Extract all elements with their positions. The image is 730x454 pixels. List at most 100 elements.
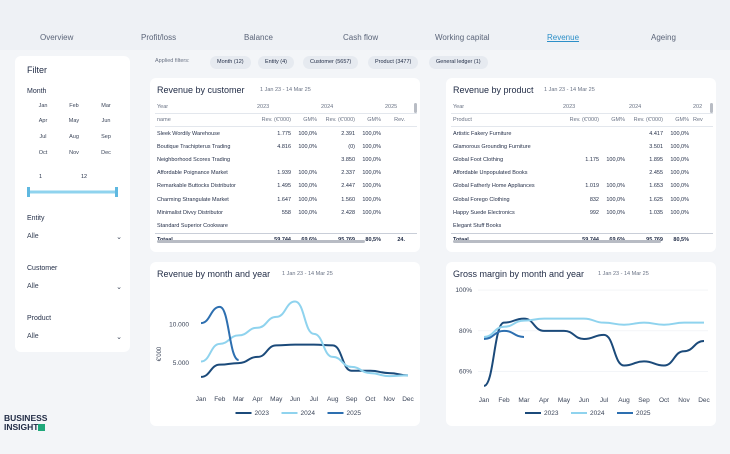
column-gm-2023[interactable]: GM% [601,113,627,127]
filter-chip-product[interactable]: Product (3477) [368,56,419,69]
table-cell: 3.850 [341,156,355,163]
table-row[interactable]: Minimalist Divvy Distributor 558 100,0% 2.4… [155,206,417,219]
customer-label: Customer [27,265,58,272]
month-sep[interactable]: Sep [101,134,111,140]
product-select[interactable]: Alle ⌄ [27,333,122,347]
y-tick-label: 100% [455,287,472,294]
filter-chip-customer[interactable]: Customer (5657) [303,56,359,69]
month-oct[interactable]: Oct [38,150,48,156]
series-line-2023[interactable] [483,317,705,387]
y-tick-label: 10.000 [169,322,189,329]
year-2024: 2024 [627,101,665,114]
table-cell [383,127,407,141]
table-cell: 3.501 [649,143,663,150]
vertical-scrollbar[interactable] [414,103,417,113]
table-cell: 100,0% [298,170,317,177]
total-cell: 80,5% [357,232,383,247]
series-line-2023[interactable] [200,343,409,378]
month-range-slider[interactable] [27,186,119,198]
table-row[interactable]: Global Forego Clothing 832 100,0% 1.625 100,… [451,193,713,206]
tab-ageing[interactable]: Ageing [651,33,676,42]
table-cell: Global Fatherly Home Appliances [453,183,535,190]
month-jul[interactable]: Jul [39,134,47,140]
table-column-row: name Rev. (€'000) GM% Rev. (€'000) GM% R… [155,113,417,127]
column-rev-2023[interactable]: Rev. (€'000) [561,113,601,127]
table-cell: (0) [348,143,355,150]
month-mar[interactable]: Mar [101,103,111,109]
filter-chip-month[interactable]: Month (12) [210,56,251,69]
table-row[interactable]: Affordable Unpopulated Books 2.455 100,0% [451,167,713,180]
slider-handle-max[interactable] [115,187,118,197]
customer-select[interactable]: Alle ⌄ [27,283,122,297]
column-rev-2024[interactable]: Rev. (€'000) [319,113,357,127]
table-row[interactable]: Standard Superior Cookware [155,219,417,233]
legend-label[interactable]: 2025 [347,410,362,417]
filter-chip-general-ledger[interactable]: General ledger (1) [429,56,488,69]
month-may[interactable]: May [68,118,80,124]
table-cell [691,180,713,193]
tab-working-capital[interactable]: Working capital [435,33,490,42]
table-row[interactable]: Glamorous Grounding Furniture 3.501 100,0% [451,140,713,153]
table-cell: 1.653 [649,183,663,190]
chevron-down-icon: ⌄ [116,234,122,241]
year-2023: 2023 [255,101,293,114]
x-tick-label: Sep [346,396,358,403]
table-row[interactable]: Artistic Fakery Furniture 4.417 100,0% [451,127,713,141]
legend-label[interactable]: 2024 [590,410,605,417]
column-rev-2024[interactable]: Rev. (€'000) [627,113,665,127]
table-row[interactable]: Affordable Poignance Market 1.939 100,0% 2.… [155,167,417,180]
vertical-scrollbar[interactable] [710,103,713,113]
legend-label[interactable]: 2023 [544,410,559,417]
table-row[interactable]: Remarkable Buttocks Distributor 1.495 100,… [155,180,417,193]
month-nov[interactable]: Nov [69,150,79,156]
table-cell [383,219,407,233]
horizontal-scrollbar[interactable] [453,240,661,243]
table-row[interactable]: Global Foot Clothing 1.175 100,0% 1.895 100,… [451,153,713,166]
slider-handle-min[interactable] [27,187,30,197]
table-row[interactable]: Elegant Stuff Books [451,219,713,233]
table-row[interactable]: Global Fatherly Home Appliances 1.019 100,… [451,180,713,193]
month-dec[interactable]: Dec [101,150,111,156]
tab-overview[interactable]: Overview [40,33,74,42]
tab-balance[interactable]: Balance [244,33,273,42]
series-line-2025[interactable] [200,305,240,361]
series-line-2024[interactable] [200,300,409,378]
table-row[interactable]: Charming Strangulate Market 1.647 100,0% 1.… [155,193,417,206]
entity-select[interactable]: Alle ⌄ [27,233,122,247]
legend-label[interactable]: 2023 [255,410,270,417]
customer-select-value: Alle [27,283,39,290]
month-jun[interactable]: Jun [101,118,111,124]
table-row[interactable]: Happy Suede Electronics 992 100,0% 1.035 100… [451,206,713,219]
column-gm-2024[interactable]: GM% [357,113,383,127]
table-row[interactable]: Neighborhood Scores Trading 3.850 100,0% [155,153,417,166]
column-rev-2025[interactable]: Rev [691,113,713,127]
revenue-by-customer-card: Revenue by customer 1 Jan 23 - 14 Mar 25… [150,78,420,252]
column-rev-2025[interactable]: Rev. [383,113,407,127]
table-row[interactable]: Boutique Trachipterus Trading 4.816 100,0%… [155,140,417,153]
tab-revenue[interactable]: Revenue [547,33,580,42]
tab-profit-loss[interactable]: Profit/loss [141,33,177,42]
table-cell [601,127,627,141]
legend-label[interactable]: 2025 [636,410,651,417]
filter-chip-entity[interactable]: Entity (4) [258,56,295,69]
column-gm-2024[interactable]: GM% [665,113,691,127]
month-feb[interactable]: Feb [69,103,79,109]
entity-select-value: Alle [27,233,39,240]
series-line-2025[interactable] [483,329,525,340]
tab-cash-flow[interactable]: Cash flow [343,33,379,42]
month-aug[interactable]: Aug [69,134,79,140]
table-row[interactable]: Sleek Wordily Warehouse 1.775 100,0% 2.391 1… [155,127,417,141]
revenue-by-customer-table: Year 2023 2024 2025 name Rev. (€'000) GM… [155,101,417,247]
horizontal-scrollbar[interactable] [157,240,365,243]
column-name[interactable]: name [155,113,255,127]
month-apr[interactable]: Apr [38,118,48,124]
table-cell: 100,0% [606,183,625,190]
table-cell: Boutique Trachipterus Trading [157,143,231,150]
legend-label[interactable]: 2024 [301,410,316,417]
column-rev-2023[interactable]: Rev. (€'000) [255,113,293,127]
column-gm-2023[interactable]: GM% [293,113,319,127]
table-cell [407,153,417,166]
month-jan[interactable]: Jan [38,103,48,109]
column-product[interactable]: Product [451,113,561,127]
series-line-2024[interactable] [483,317,704,338]
